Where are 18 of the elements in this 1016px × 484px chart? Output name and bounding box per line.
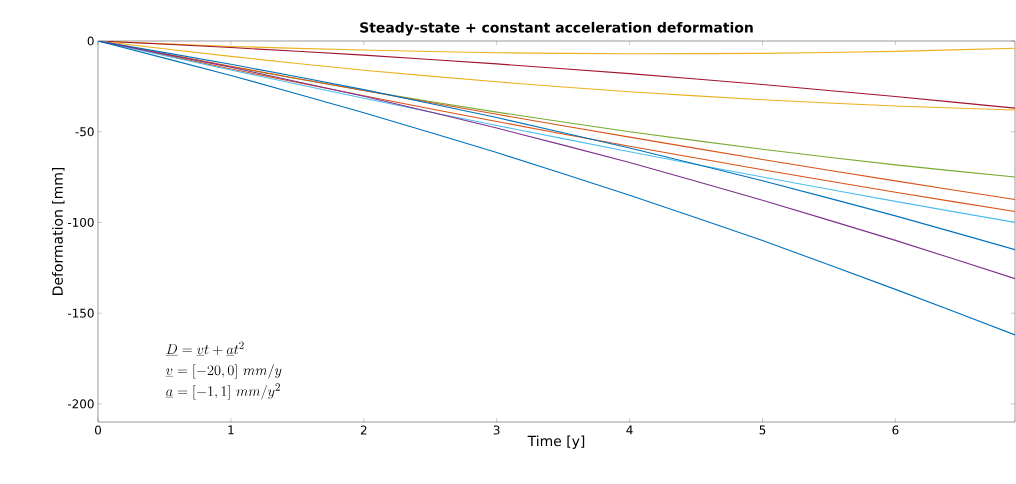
y-tick-label: -50 xyxy=(75,127,94,137)
x-tick-label: 6 xyxy=(892,425,899,435)
x-tick-label: 2 xyxy=(360,425,367,435)
x-tick-label: 0 xyxy=(94,425,102,435)
y-tick-label: 0 xyxy=(87,36,94,46)
y-axis-title: Deformation [mm] xyxy=(52,167,65,295)
y-tick-label: -100 xyxy=(67,217,94,227)
x-tick-label: 5 xyxy=(759,425,766,435)
x-tick-label: 1 xyxy=(228,425,234,435)
x-axis-title: Time [y] xyxy=(527,435,585,449)
x-tick-label: 4 xyxy=(626,425,633,435)
annotation: $\underline{a} = [-1, 1]\ mm/y^2$ xyxy=(165,383,280,400)
x-tick-label: 3 xyxy=(493,425,500,435)
y-tick-label: -200 xyxy=(67,399,94,409)
chart-title: Steady-state + constant acceleration deformation xyxy=(360,21,753,36)
annotation: $\underline{v} = [-20, 0]\ mm/y$ xyxy=(165,364,282,379)
y-tick-label: -150 xyxy=(67,308,94,318)
annotation: $\underline{D} = \underline{v}t + \underline{a}t^2$ xyxy=(165,341,244,356)
